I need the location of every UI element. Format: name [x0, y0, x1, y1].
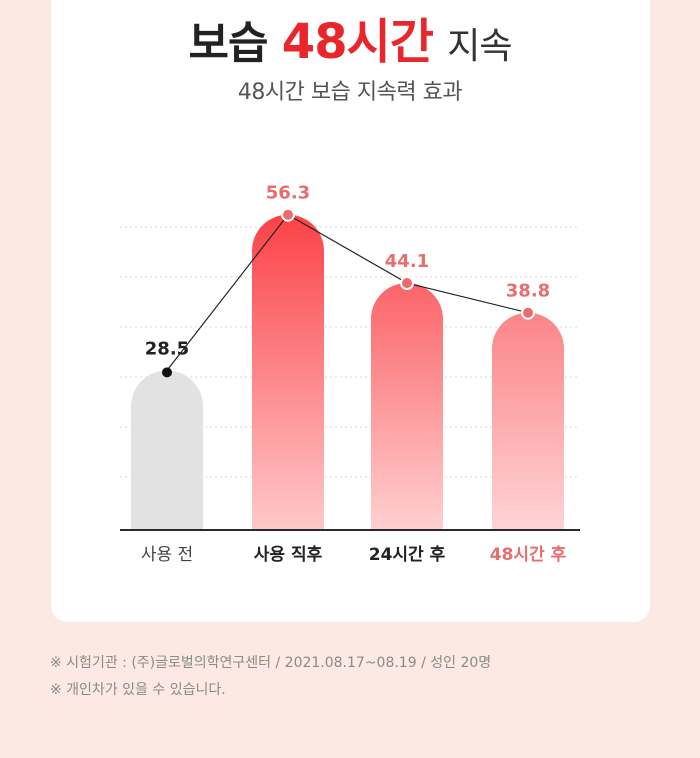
value-label: 56.3 — [266, 183, 310, 204]
category-label: 사용 전 — [141, 545, 193, 565]
point-marker — [400, 276, 414, 291]
value-label: 38.8 — [506, 281, 550, 302]
category-label: 24시간 후 — [369, 544, 446, 565]
category-label: 사용 직후 — [254, 544, 323, 565]
category-label: 48시간 후 — [490, 544, 567, 565]
headline-prefix: 보습 — [188, 18, 269, 69]
bar-2 — [252, 214, 324, 530]
headline-suffix: 지속 — [447, 26, 512, 67]
headline: 보습 48시간 지속 — [0, 2, 700, 72]
bar-3 — [371, 283, 443, 530]
headline-accent: 48시간 — [281, 14, 434, 70]
footnote-test-info: ※ 시험기관 : (주)글로벌의학연구센터 / 2021.08.17~08.19… — [50, 655, 492, 671]
trend-line — [166, 213, 529, 371]
bar-4 — [492, 312, 564, 530]
footnotes: ※ 시험기관 : (주)글로벌의학연구센터 / 2021.08.17~08.19… — [50, 650, 491, 704]
chart-subtitle: 48시간 보습 지속력 효과 — [237, 80, 463, 105]
bar-chart: 28.5 56.3 44.1 38.8 사용 전 사용 직후 24시간 후 48시간 후 — [120, 183, 580, 565]
value-label: 28.5 — [145, 338, 189, 359]
footnote-disclaimer: ※ 개인차가 있을 수 있습니다. — [50, 682, 226, 698]
point-marker — [162, 367, 172, 378]
bar-1 — [131, 370, 203, 530]
point-marker — [521, 305, 535, 320]
value-label: 44.1 — [385, 251, 429, 272]
point-marker — [281, 207, 295, 222]
